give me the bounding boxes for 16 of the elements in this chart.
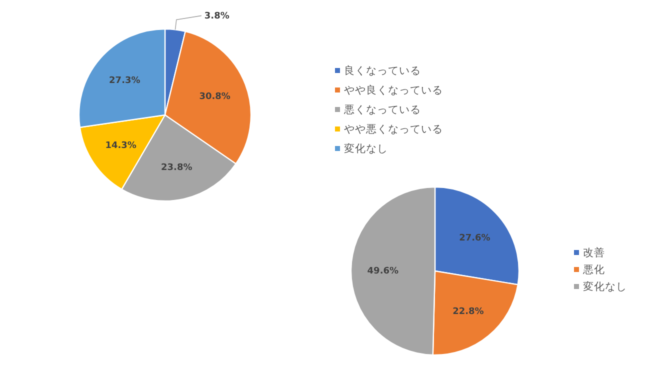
legend-label: やや悪くなっている bbox=[344, 124, 443, 136]
legend-label: 変化なし bbox=[344, 142, 388, 155]
data-label: 22.8% bbox=[452, 307, 484, 318]
data-label: 14.3% bbox=[105, 140, 136, 151]
legend-label: 悪化 bbox=[582, 264, 605, 276]
data-label: 27.3% bbox=[109, 76, 140, 86]
legend-label: やや良くなっている bbox=[344, 84, 443, 96]
data-label: 3.8% bbox=[204, 12, 230, 22]
legend-label: 改善 bbox=[583, 246, 605, 259]
legend-label: 良くなっている bbox=[344, 64, 421, 77]
data-label: 27.6% bbox=[459, 233, 490, 244]
data-label: 30.8% bbox=[199, 92, 230, 102]
legend-label: 悪くなっている bbox=[343, 104, 421, 116]
legend-label: 変化なし bbox=[583, 280, 627, 293]
data-label: 23.8% bbox=[161, 163, 192, 174]
data-label: 49.6% bbox=[367, 266, 399, 276]
